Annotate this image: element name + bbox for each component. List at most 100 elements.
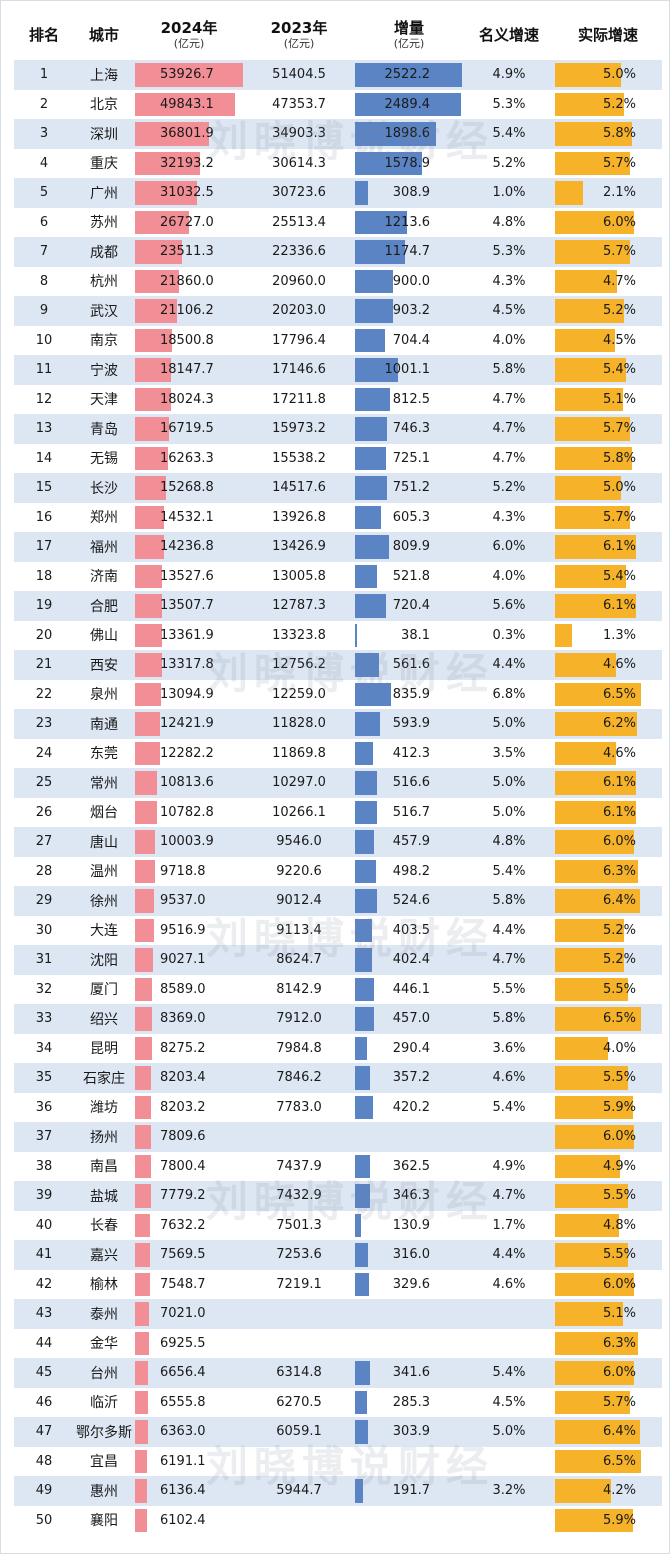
real-growth-bar bbox=[555, 623, 573, 647]
increase-value: 402.4 bbox=[392, 952, 430, 968]
nominal-growth-value: 5.0% bbox=[492, 716, 526, 732]
gdp2024-bar bbox=[135, 977, 153, 1001]
city-name: 扬州 bbox=[90, 1129, 118, 1146]
gdp2024-value: 9537.0 bbox=[160, 893, 206, 909]
real-growth-value: 5.0% bbox=[602, 67, 636, 83]
table-row: 27 唐山 10003.9 9546.0 457.9 4.8% 6.0% bbox=[14, 827, 662, 857]
increase-cell: 316.0 bbox=[354, 1240, 464, 1270]
rank-cell: 25 bbox=[14, 768, 74, 798]
increase-bar bbox=[355, 328, 385, 352]
increase-cell: 835.9 bbox=[354, 679, 464, 709]
increase-bar bbox=[355, 210, 407, 234]
gdp2024-value: 6656.4 bbox=[160, 1365, 206, 1381]
real-growth-value: 5.7% bbox=[602, 155, 636, 171]
increase-bar bbox=[355, 387, 390, 411]
rank-cell: 27 bbox=[14, 827, 74, 857]
increase-cell bbox=[354, 1328, 464, 1358]
rank-cell: 18 bbox=[14, 561, 74, 591]
gdp2023-cell: 10297.0 bbox=[244, 768, 354, 798]
gdp2024-value: 49843.1 bbox=[160, 96, 214, 112]
gdp2023-cell: 7912.0 bbox=[244, 1004, 354, 1034]
rank-cell: 34 bbox=[14, 1033, 74, 1063]
gdp2024-value: 9027.1 bbox=[160, 952, 206, 968]
nominal-growth-value: 1.7% bbox=[492, 1217, 526, 1233]
rank-cell: 35 bbox=[14, 1063, 74, 1093]
gdp2024-bar bbox=[135, 1184, 151, 1208]
real-growth-value: 6.5% bbox=[602, 1453, 636, 1469]
nominal-growth-cell: 4.7% bbox=[464, 1181, 554, 1211]
nominal-growth-value: 1.0% bbox=[492, 185, 526, 201]
rank-value: 41 bbox=[35, 1247, 53, 1263]
real-growth-value: 5.5% bbox=[602, 1188, 636, 1204]
increase-bar bbox=[355, 1361, 370, 1385]
city-name: 石家庄 bbox=[83, 1070, 125, 1087]
rank-value: 48 bbox=[35, 1453, 53, 1469]
real-growth-bar bbox=[555, 476, 622, 500]
real-growth-bar bbox=[555, 387, 623, 411]
gdp2024-bar bbox=[135, 771, 157, 795]
city-cell: 郑州 bbox=[74, 502, 134, 532]
real-growth-bar bbox=[555, 535, 636, 559]
real-growth-cell: 5.7% bbox=[554, 148, 662, 178]
rank-cell: 50 bbox=[14, 1505, 74, 1535]
rank-cell: 8 bbox=[14, 266, 74, 296]
gdp2023-value: 12259.0 bbox=[272, 686, 326, 702]
real-growth-bar bbox=[555, 299, 624, 323]
increase-cell: 1174.7 bbox=[354, 237, 464, 267]
gdp2024-bar bbox=[135, 63, 243, 87]
increase-cell: 720.4 bbox=[354, 591, 464, 621]
gdp2024-cell: 7548.7 bbox=[134, 1269, 244, 1299]
rank-cell: 37 bbox=[14, 1122, 74, 1152]
increase-value: 191.7 bbox=[392, 1483, 430, 1499]
gdp2024-value: 21860.0 bbox=[160, 273, 214, 289]
city-name: 榆林 bbox=[90, 1277, 118, 1294]
real-growth-value: 6.1% bbox=[602, 804, 636, 820]
gdp2023-value: 6270.5 bbox=[276, 1394, 322, 1410]
rank-cell: 20 bbox=[14, 620, 74, 650]
real-growth-cell: 6.1% bbox=[554, 591, 662, 621]
table-row: 38 南昌 7800.4 7437.9 362.5 4.9% 4.9% bbox=[14, 1151, 662, 1181]
real-growth-bar bbox=[555, 948, 624, 972]
gdp2024-cell: 13094.9 bbox=[134, 679, 244, 709]
rank-value: 34 bbox=[35, 1040, 53, 1056]
real-growth-bar bbox=[555, 1508, 634, 1532]
real-growth-value: 5.1% bbox=[602, 391, 636, 407]
increase-bar bbox=[355, 1479, 364, 1503]
real-growth-bar bbox=[555, 594, 636, 618]
gdp2023-value: 11828.0 bbox=[272, 716, 326, 732]
city-cell: 泰州 bbox=[74, 1299, 134, 1329]
real-growth-bar bbox=[555, 1302, 623, 1326]
real-growth-cell: 5.4% bbox=[554, 355, 662, 385]
increase-bar bbox=[355, 977, 374, 1001]
gdp2023-cell: 6270.5 bbox=[244, 1387, 354, 1417]
rank-cell: 29 bbox=[14, 886, 74, 916]
gdp2024-cell: 8203.2 bbox=[134, 1092, 244, 1122]
gdp2024-bar bbox=[135, 1361, 149, 1385]
gdp2024-value: 53926.7 bbox=[160, 67, 214, 83]
increase-value: 516.6 bbox=[392, 775, 430, 791]
gdp2023-value: 7219.1 bbox=[276, 1276, 322, 1292]
rank-value: 5 bbox=[39, 185, 49, 201]
rank-value: 39 bbox=[35, 1188, 53, 1204]
increase-cell: 2489.4 bbox=[354, 89, 464, 119]
gdp2024-cell: 14236.8 bbox=[134, 532, 244, 562]
increase-bar bbox=[355, 1036, 368, 1060]
city-cell: 天津 bbox=[74, 384, 134, 414]
real-growth-value: 5.2% bbox=[602, 96, 636, 112]
nominal-growth-cell: 5.0% bbox=[464, 709, 554, 739]
table-row: 18 济南 13527.6 13005.8 521.8 4.0% 5.4% bbox=[14, 561, 662, 591]
gdp2023-cell: 15538.2 bbox=[244, 443, 354, 473]
gdp2024-value: 6555.8 bbox=[160, 1394, 206, 1410]
gdp2024-value: 7021.0 bbox=[160, 1306, 206, 1322]
city-name: 台州 bbox=[90, 1365, 118, 1382]
nominal-growth-cell bbox=[464, 1505, 554, 1535]
nominal-growth-value: 4.9% bbox=[492, 1158, 526, 1174]
gdp2023-cell: 9546.0 bbox=[244, 827, 354, 857]
gdp2023-cell: 10266.1 bbox=[244, 797, 354, 827]
rank-value: 21 bbox=[35, 657, 53, 673]
gdp2023-value: 10297.0 bbox=[272, 775, 326, 791]
increase-cell: 457.9 bbox=[354, 827, 464, 857]
real-growth-value: 5.2% bbox=[602, 303, 636, 319]
gdp2024-bar bbox=[135, 299, 178, 323]
real-growth-cell: 5.2% bbox=[554, 915, 662, 945]
